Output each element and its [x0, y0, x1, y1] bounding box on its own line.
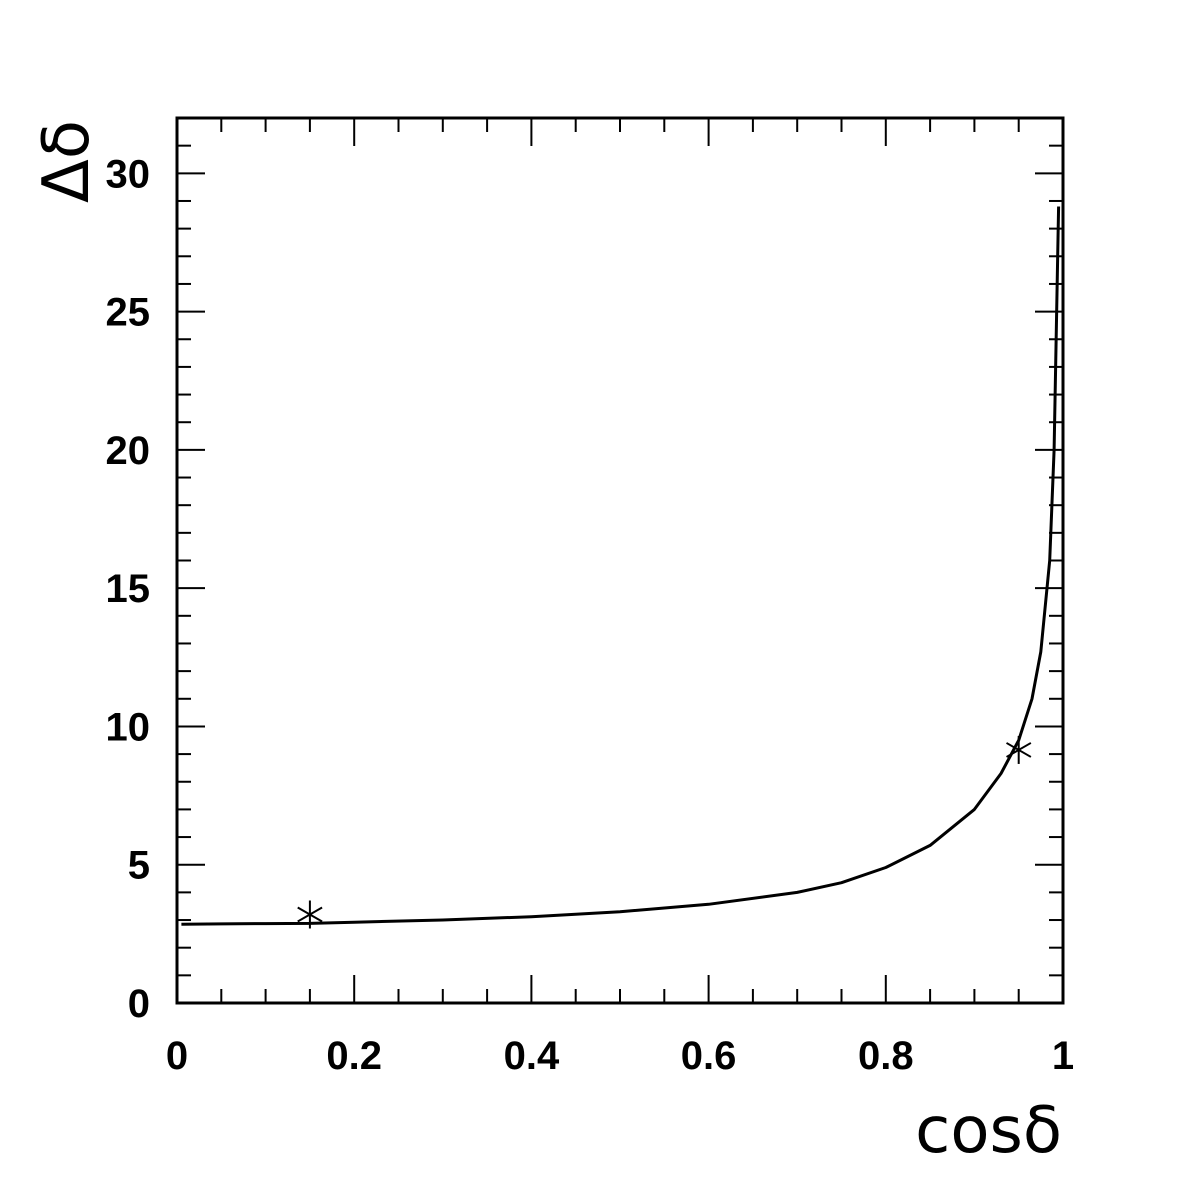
y-tick-label: 20	[106, 429, 151, 473]
plot-frame	[175, 116, 1065, 1005]
star-marker	[1006, 735, 1032, 764]
x-tick-label: 1	[1052, 1034, 1074, 1078]
plot-series	[181, 206, 1061, 929]
tick-marks	[176, 117, 1064, 1004]
y-tick-label: 10	[106, 705, 151, 749]
x-tick-label: 0.4	[504, 1034, 560, 1078]
y-tick-label: 5	[128, 844, 150, 888]
y-tick-label: 25	[106, 291, 151, 335]
y-axis-title: Δδ	[30, 120, 104, 203]
y-tick-label: 15	[106, 567, 151, 611]
x-tick-label: 0.2	[326, 1034, 382, 1078]
y-tick-label: 0	[128, 982, 150, 1026]
x-axis-title: cosδ	[915, 1094, 1062, 1168]
y-tick-label: 30	[106, 152, 151, 196]
x-tick-label: 0	[166, 1034, 188, 1078]
x-tick-label: 0.8	[858, 1034, 914, 1078]
x-tick-label: 0.6	[681, 1034, 737, 1078]
star-marker	[297, 900, 323, 929]
curve-line	[181, 206, 1061, 926]
